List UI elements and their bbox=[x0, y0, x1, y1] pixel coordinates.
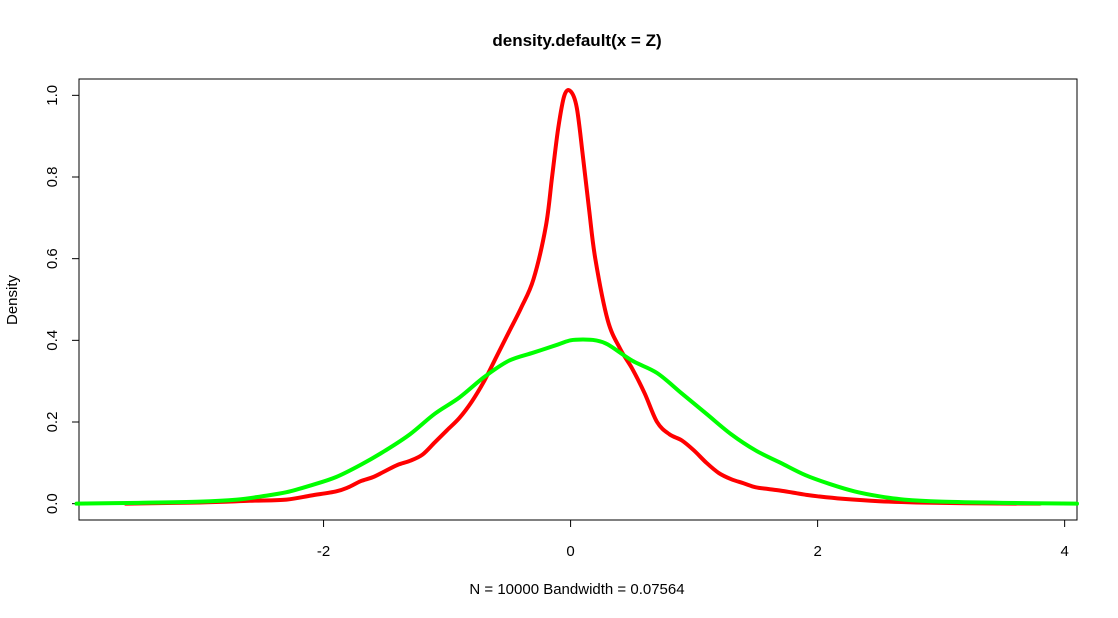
y-tick-label: 0.4 bbox=[44, 330, 61, 351]
series-layer bbox=[74, 88, 1079, 506]
density-line-2 bbox=[74, 337, 1079, 506]
y-tick-label: 0.6 bbox=[44, 248, 61, 269]
x-tick-label: -2 bbox=[317, 543, 330, 560]
y-axis-label: Density bbox=[4, 274, 21, 325]
x-tick-label: 4 bbox=[1060, 543, 1068, 560]
y-tick-label: 0.8 bbox=[44, 167, 61, 188]
density-line-1 bbox=[123, 88, 1042, 506]
plot-frame bbox=[78, 78, 1078, 521]
y-tick-label: 1.0 bbox=[44, 85, 61, 106]
y-tick-label: 0.0 bbox=[44, 493, 61, 514]
chart-title: density.default(x = Z) bbox=[492, 31, 661, 50]
y-tick-label: 0.2 bbox=[44, 412, 61, 433]
x-tick-label: 2 bbox=[813, 543, 821, 560]
x-axis-label: N = 10000 Bandwidth = 0.07564 bbox=[469, 581, 684, 598]
x-tick-label: 0 bbox=[566, 543, 574, 560]
axes: -2 0 2 4 0.0 0.2 0.4 0.6 0.8 1.0 bbox=[44, 85, 1069, 560]
